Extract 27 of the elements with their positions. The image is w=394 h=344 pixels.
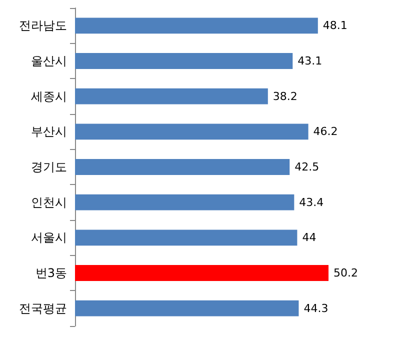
bar (75, 230, 298, 246)
data-label: 43.4 (299, 196, 324, 209)
data-label: 38.2 (272, 90, 298, 103)
y-tick-label: 번3동 (35, 266, 67, 280)
data-label: 44 (302, 231, 316, 244)
bar (75, 194, 294, 210)
data-label: 44.3 (304, 302, 328, 315)
bar (75, 88, 268, 104)
bar (75, 300, 299, 316)
y-tick-label: 세종시 (31, 89, 67, 104)
y-tick-label: 전라남도 (19, 18, 67, 33)
y-tick-label: 울산시 (31, 54, 67, 68)
bar (75, 159, 290, 175)
bar (75, 124, 308, 140)
bar (75, 53, 293, 69)
y-tick-label: 서울시 (31, 230, 67, 245)
data-label: 46.2 (313, 125, 338, 138)
data-label: 50.2 (334, 266, 358, 280)
y-tick-label: 경기도 (31, 160, 67, 174)
data-label: 42.5 (294, 160, 320, 174)
y-tick-label: 전국평균 (19, 301, 67, 316)
data-label: 43.1 (298, 54, 322, 68)
y-tick-label: 부산시 (31, 124, 67, 139)
y-tick-label: 인천시 (31, 195, 67, 210)
data-label: 48.1 (322, 19, 348, 32)
bar (75, 265, 329, 281)
bar (75, 18, 318, 34)
